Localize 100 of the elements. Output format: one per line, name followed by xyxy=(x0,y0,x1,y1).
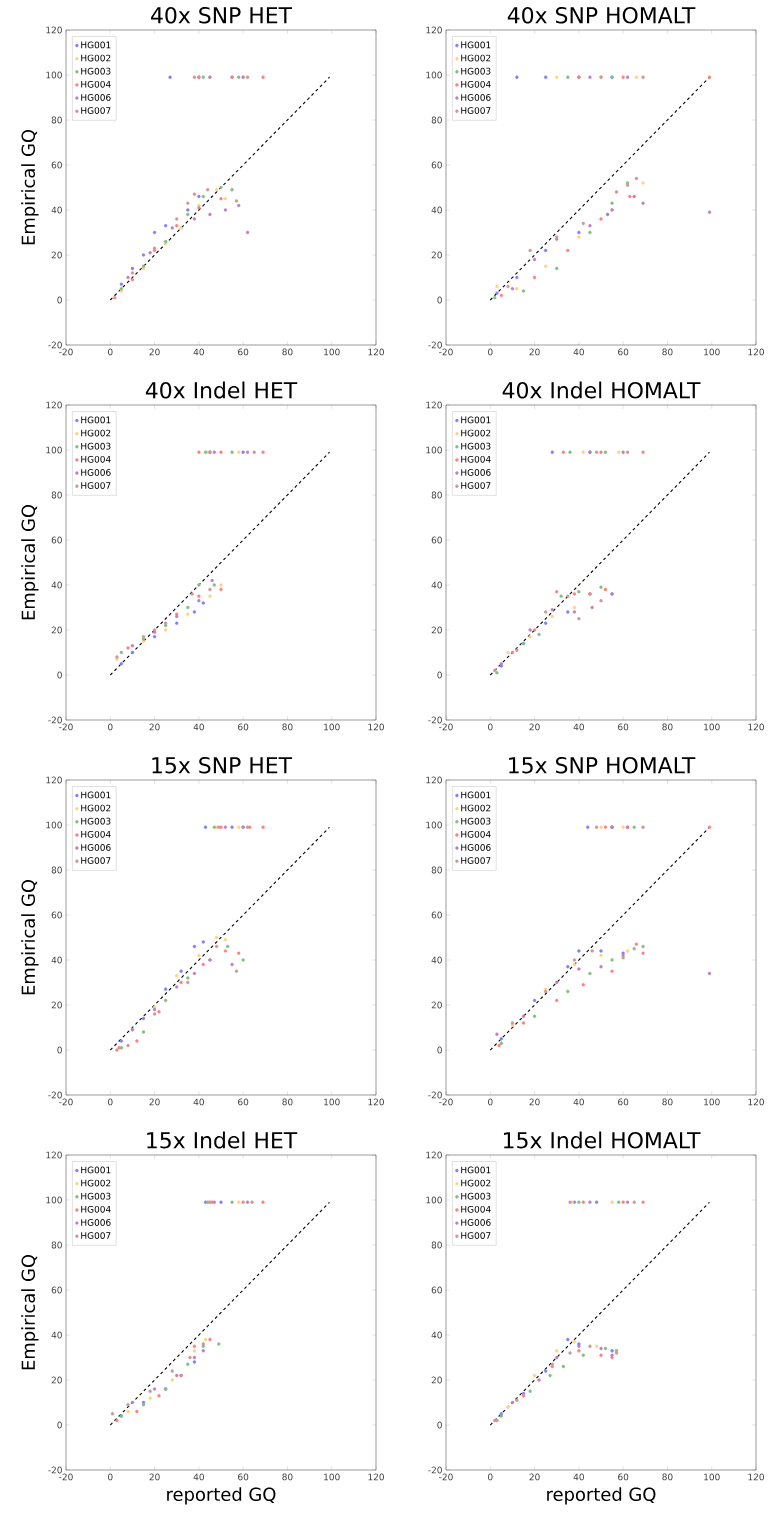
y-tick-label: 120 xyxy=(46,776,62,784)
chart-title: 40x Indel HOMALT xyxy=(502,381,701,399)
chart-title: 15x Indel HOMALT xyxy=(503,1131,701,1149)
x-tick-label: 40 xyxy=(193,348,204,356)
y-tick-label: 0 xyxy=(437,671,442,679)
x-tick-label: 0 xyxy=(488,1473,493,1481)
legend-label: HG003 xyxy=(461,817,491,825)
y-tick-label: 40 xyxy=(51,206,62,214)
y-tick-label: 40 xyxy=(51,581,62,589)
y-tick-label: 120 xyxy=(46,401,62,409)
legend-label: HG002 xyxy=(461,429,491,437)
y-tick-label: 60 xyxy=(431,1286,442,1294)
legend-label: HG002 xyxy=(461,54,491,62)
legend-label: HG006 xyxy=(81,94,111,101)
y-tick-label: 120 xyxy=(426,1151,442,1159)
y-tick-label: 60 xyxy=(431,911,442,919)
y-axis-title: Empirical GQ xyxy=(21,129,39,245)
x-tick-label: 0 xyxy=(488,348,493,356)
x-tick-label: 100 xyxy=(324,723,340,731)
legend-label: HG003 xyxy=(81,817,111,825)
legend-label: HG007 xyxy=(461,857,491,864)
x-tick-label: 0 xyxy=(108,723,113,731)
legend-label: HG001 xyxy=(461,1166,491,1174)
chart-title: 15x SNP HOMALT xyxy=(509,756,696,774)
y-tick-label: 20 xyxy=(51,251,62,259)
x-tick-label: 20 xyxy=(529,1098,540,1106)
x-tick-label: 40 xyxy=(573,348,584,356)
y-tick-label: 0 xyxy=(437,296,442,304)
legend-label: HG002 xyxy=(81,54,111,62)
y-tick-label: 20 xyxy=(51,1001,62,1009)
x-tick-label: 20 xyxy=(149,348,160,356)
legend-label: HG003 xyxy=(81,1192,111,1200)
y-tick-label: 120 xyxy=(46,1151,62,1159)
y-tick-label: -20 xyxy=(48,341,62,349)
legend-label: HG001 xyxy=(81,1166,111,1174)
x-tick-label: 120 xyxy=(748,348,764,356)
y-axis-title: Empirical GQ xyxy=(21,504,39,620)
legend-label: HG007 xyxy=(461,107,491,114)
y-tick-label: 80 xyxy=(431,1241,442,1249)
legend-label: HG002 xyxy=(81,804,111,812)
y-tick-label: 40 xyxy=(431,956,442,964)
x-tick-label: 40 xyxy=(193,1098,204,1106)
legend-label: HG007 xyxy=(461,1232,491,1239)
legend-label: HG001 xyxy=(461,791,491,799)
y-tick-label: 100 xyxy=(426,446,442,454)
y-tick-label: 40 xyxy=(431,581,442,589)
x-tick-label: 0 xyxy=(108,348,113,356)
x-tick-label: 100 xyxy=(704,1098,720,1106)
x-tick-label: 40 xyxy=(573,1473,584,1481)
legend-label: HG006 xyxy=(81,469,111,476)
x-tick-label: 80 xyxy=(662,1473,673,1481)
legend-label: HG002 xyxy=(81,429,111,437)
y-tick-label: -20 xyxy=(428,1091,442,1099)
x-tick-label: 20 xyxy=(529,348,540,356)
x-tick-label: 120 xyxy=(368,1473,384,1481)
y-tick-label: 80 xyxy=(431,866,442,874)
x-tick-label: 0 xyxy=(488,723,493,731)
x-tick-label: 60 xyxy=(238,348,249,356)
legend-label: HG006 xyxy=(461,469,491,476)
y-tick-label: 80 xyxy=(51,1241,62,1249)
y-tick-label: 40 xyxy=(431,1331,442,1339)
x-tick-label: 60 xyxy=(238,1098,249,1106)
chart-title: 40x SNP HET xyxy=(151,6,293,24)
x-tick-label: 120 xyxy=(368,1098,384,1106)
y-tick-label: 20 xyxy=(51,626,62,634)
x-tick-label: 60 xyxy=(618,348,629,356)
x-tick-label: 80 xyxy=(282,723,293,731)
legend-label: HG004 xyxy=(81,80,111,88)
y-tick-label: 100 xyxy=(426,1196,442,1204)
x-tick-label: 120 xyxy=(748,1473,764,1481)
y-tick-label: 80 xyxy=(431,491,442,499)
y-tick-label: 120 xyxy=(426,776,442,784)
legend-label: HG007 xyxy=(461,482,491,489)
legend-label: HG002 xyxy=(81,1179,111,1187)
legend-label: HG001 xyxy=(461,41,491,49)
x-tick-label: 100 xyxy=(704,348,720,356)
y-tick-label: 20 xyxy=(431,1376,442,1384)
y-tick-label: 80 xyxy=(51,116,62,124)
x-tick-label: 80 xyxy=(282,1098,293,1106)
x-tick-label: 60 xyxy=(238,723,249,731)
x-tick-label: 40 xyxy=(193,723,204,731)
y-tick-label: 0 xyxy=(437,1421,442,1429)
y-tick-label: 120 xyxy=(426,401,442,409)
x-tick-label: 0 xyxy=(108,1473,113,1481)
legend-label: HG003 xyxy=(461,67,491,75)
y-tick-label: 60 xyxy=(431,161,442,169)
y-tick-label: -20 xyxy=(48,1091,62,1099)
x-tick-label: 40 xyxy=(573,723,584,731)
x-tick-label: 120 xyxy=(748,1098,764,1106)
x-axis-title: reported GQ xyxy=(547,1487,656,1505)
y-tick-label: 60 xyxy=(51,161,62,169)
y-tick-label: 0 xyxy=(57,1046,62,1054)
legend-label: HG007 xyxy=(81,857,111,864)
y-tick-label: 20 xyxy=(431,251,442,259)
legend-label: HG003 xyxy=(461,442,491,450)
legend-label: HG004 xyxy=(461,1205,491,1213)
y-tick-label: 100 xyxy=(426,71,442,79)
legend-label: HG007 xyxy=(81,1232,111,1239)
x-tick-label: 0 xyxy=(108,1098,113,1106)
x-tick-label: 80 xyxy=(282,348,293,356)
